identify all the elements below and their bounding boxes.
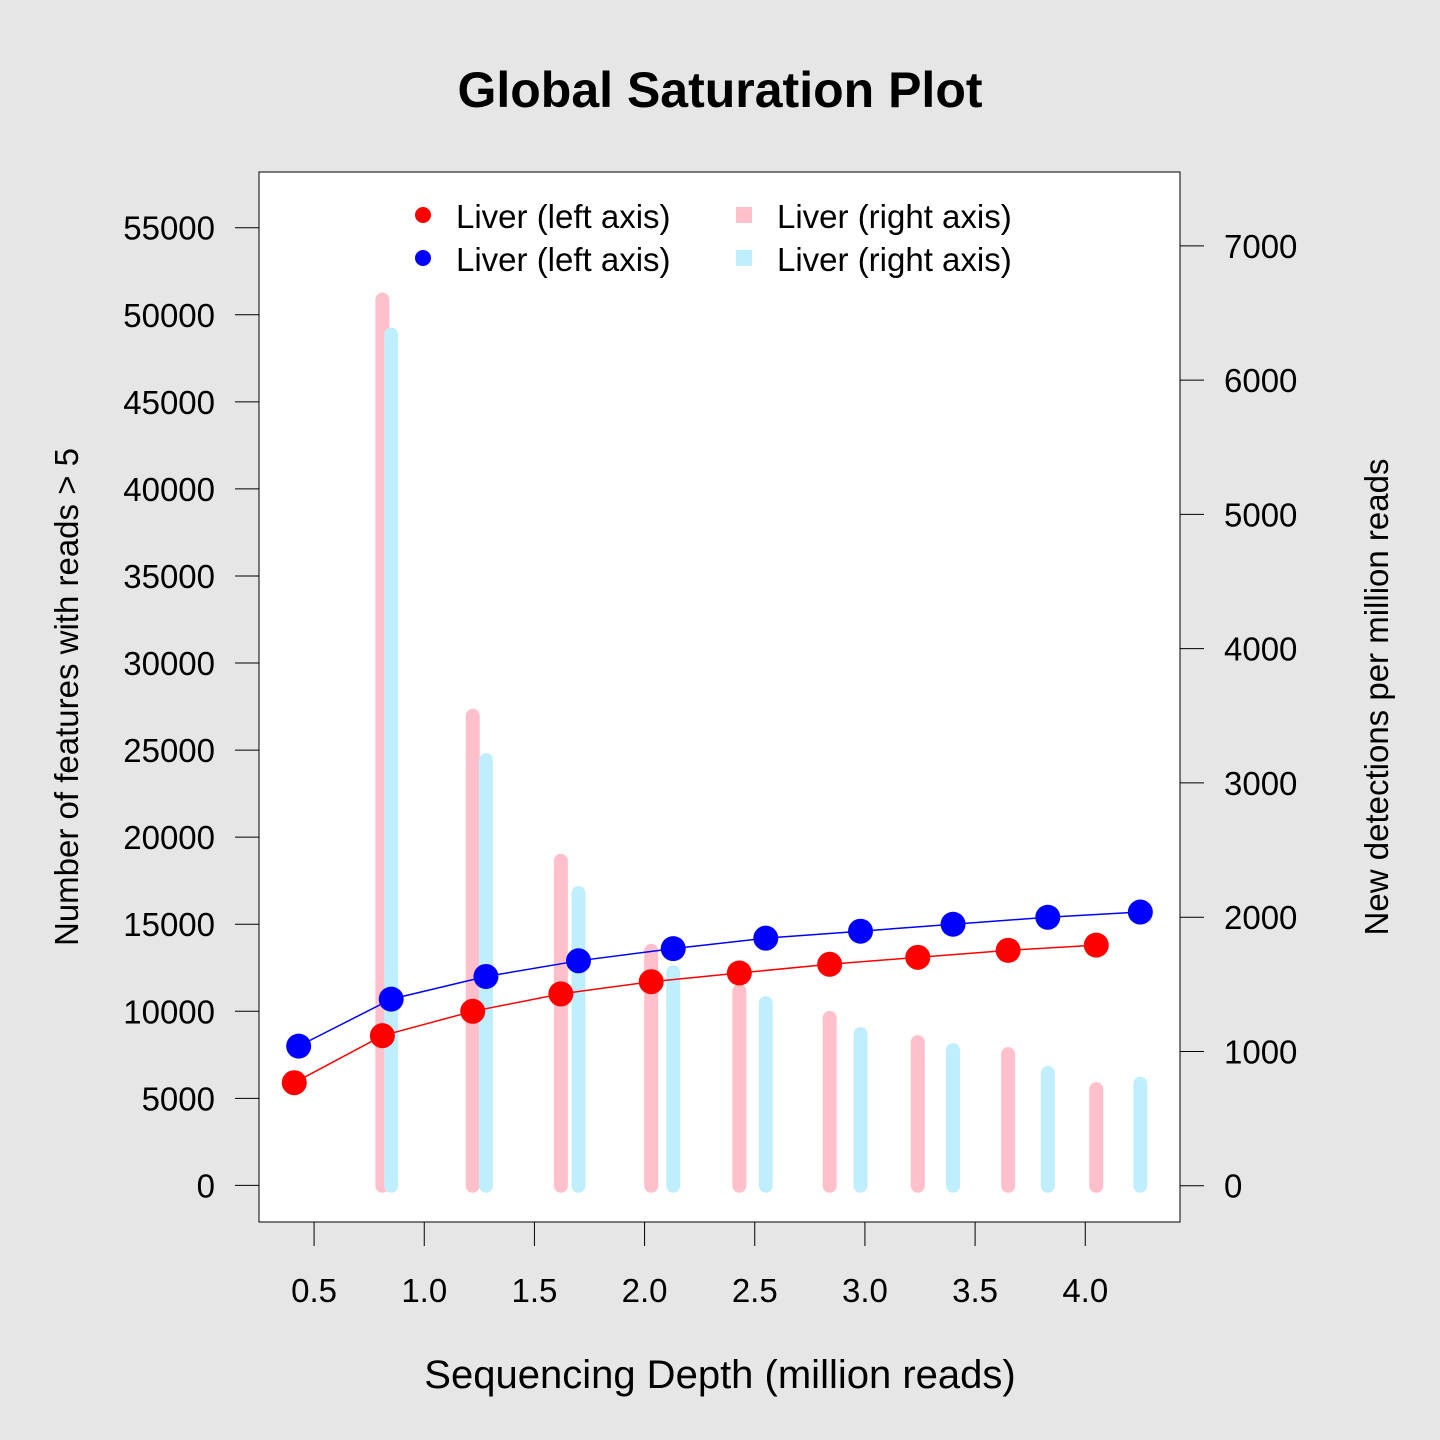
x-tick-label-1: 1.0 <box>401 1272 447 1309</box>
point-s1-6 <box>848 918 874 944</box>
point-s0-5 <box>726 960 752 986</box>
y-left-tick-label-10: 50000 <box>123 297 215 334</box>
point-s0-6 <box>817 951 843 977</box>
point-s1-1 <box>378 986 404 1012</box>
point-s1-5 <box>753 925 779 951</box>
x-tick-label-6: 3.5 <box>952 1272 998 1309</box>
legend-dot-icon-1 <box>415 250 431 266</box>
y-right-axis-label: New detections per million reads <box>1358 459 1395 936</box>
y-left-tick-label-7: 35000 <box>123 558 215 595</box>
point-s0-3 <box>548 981 574 1007</box>
x-tick-label-3: 2.0 <box>622 1272 668 1309</box>
y-right-tick-label-6: 6000 <box>1224 362 1297 399</box>
point-s0-2 <box>460 998 486 1024</box>
legend-label-2: Liver (right axis) <box>777 198 1012 235</box>
series-line-0 <box>293 944 1097 1084</box>
point-s1-4 <box>660 936 686 962</box>
y-right-tick-label-7: 7000 <box>1224 228 1297 265</box>
y-right-tick-label-3: 3000 <box>1224 765 1297 802</box>
legend: Liver (left axis) Liver (left axis) Liver … <box>415 198 1012 278</box>
point-s1-8 <box>1035 904 1061 930</box>
point-s1-9 <box>1127 899 1153 925</box>
legend-dot-icon-0 <box>415 207 431 223</box>
y-left-tick-label-2: 10000 <box>123 993 215 1030</box>
y-right-tick-label-2: 2000 <box>1224 899 1297 936</box>
point-s0-9 <box>1083 932 1109 958</box>
x-tick-label-5: 3.0 <box>842 1272 888 1309</box>
y-right-tick-label-0: 0 <box>1224 1168 1242 1205</box>
y-left-tick-label-9: 45000 <box>123 384 215 421</box>
point-s1-0 <box>286 1033 312 1059</box>
legend-label-3: Liver (right axis) <box>777 241 1012 278</box>
y-left-tick-label-6: 30000 <box>123 645 215 682</box>
x-tick-label-0: 0.5 <box>291 1272 337 1309</box>
point-s0-0 <box>281 1070 307 1096</box>
x-axis: 0.5 1.0 1.5 2.0 2.5 3.0 3.5 4.0 <box>291 1222 1108 1309</box>
y-left-axis-label: Number of features with reads > 5 <box>48 448 85 946</box>
point-s1-2 <box>473 963 499 989</box>
lines-layer <box>281 899 1153 1096</box>
x-tick-label-7: 4.0 <box>1062 1272 1108 1309</box>
point-s0-7 <box>905 944 931 970</box>
point-s1-7 <box>940 911 966 937</box>
series-line-1 <box>298 911 1141 1047</box>
point-s1-3 <box>565 948 591 974</box>
y-left-tick-label-3: 15000 <box>123 906 215 943</box>
y-left-tick-label-11: 55000 <box>123 210 215 247</box>
y-right-tick-label-1: 1000 <box>1224 1033 1297 1070</box>
y-left-tick-label-0: 0 <box>197 1167 215 1204</box>
x-tick-label-4: 2.5 <box>732 1272 778 1309</box>
y-right-tick-label-5: 5000 <box>1224 496 1297 533</box>
point-s0-4 <box>638 969 664 995</box>
y-left-tick-label-8: 40000 <box>123 471 215 508</box>
y-left-axis: 0 5000 10000 15000 20000 25000 30000 35000 40000… <box>123 210 259 1204</box>
x-tick-label-2: 1.5 <box>511 1272 557 1309</box>
point-s0-1 <box>369 1023 395 1049</box>
legend-square-icon-2 <box>736 207 752 223</box>
legend-label-0: Liver (left axis) <box>456 198 671 235</box>
y-right-axis: 0 1000 2000 3000 4000 5000 6000 7000 <box>1180 228 1297 1205</box>
x-axis-label: Sequencing Depth (million reads) <box>424 1353 1015 1397</box>
chart-title: Global Saturation Plot <box>457 62 982 118</box>
plot-area <box>258 171 1181 1223</box>
y-left-tick-label-5: 25000 <box>123 732 215 769</box>
point-s0-8 <box>995 937 1021 963</box>
y-right-tick-label-4: 4000 <box>1224 631 1297 668</box>
y-left-tick-label-1: 5000 <box>142 1080 215 1117</box>
y-left-tick-label-4: 20000 <box>123 819 215 856</box>
legend-label-1: Liver (left axis) <box>456 241 671 278</box>
legend-square-icon-3 <box>736 250 752 266</box>
